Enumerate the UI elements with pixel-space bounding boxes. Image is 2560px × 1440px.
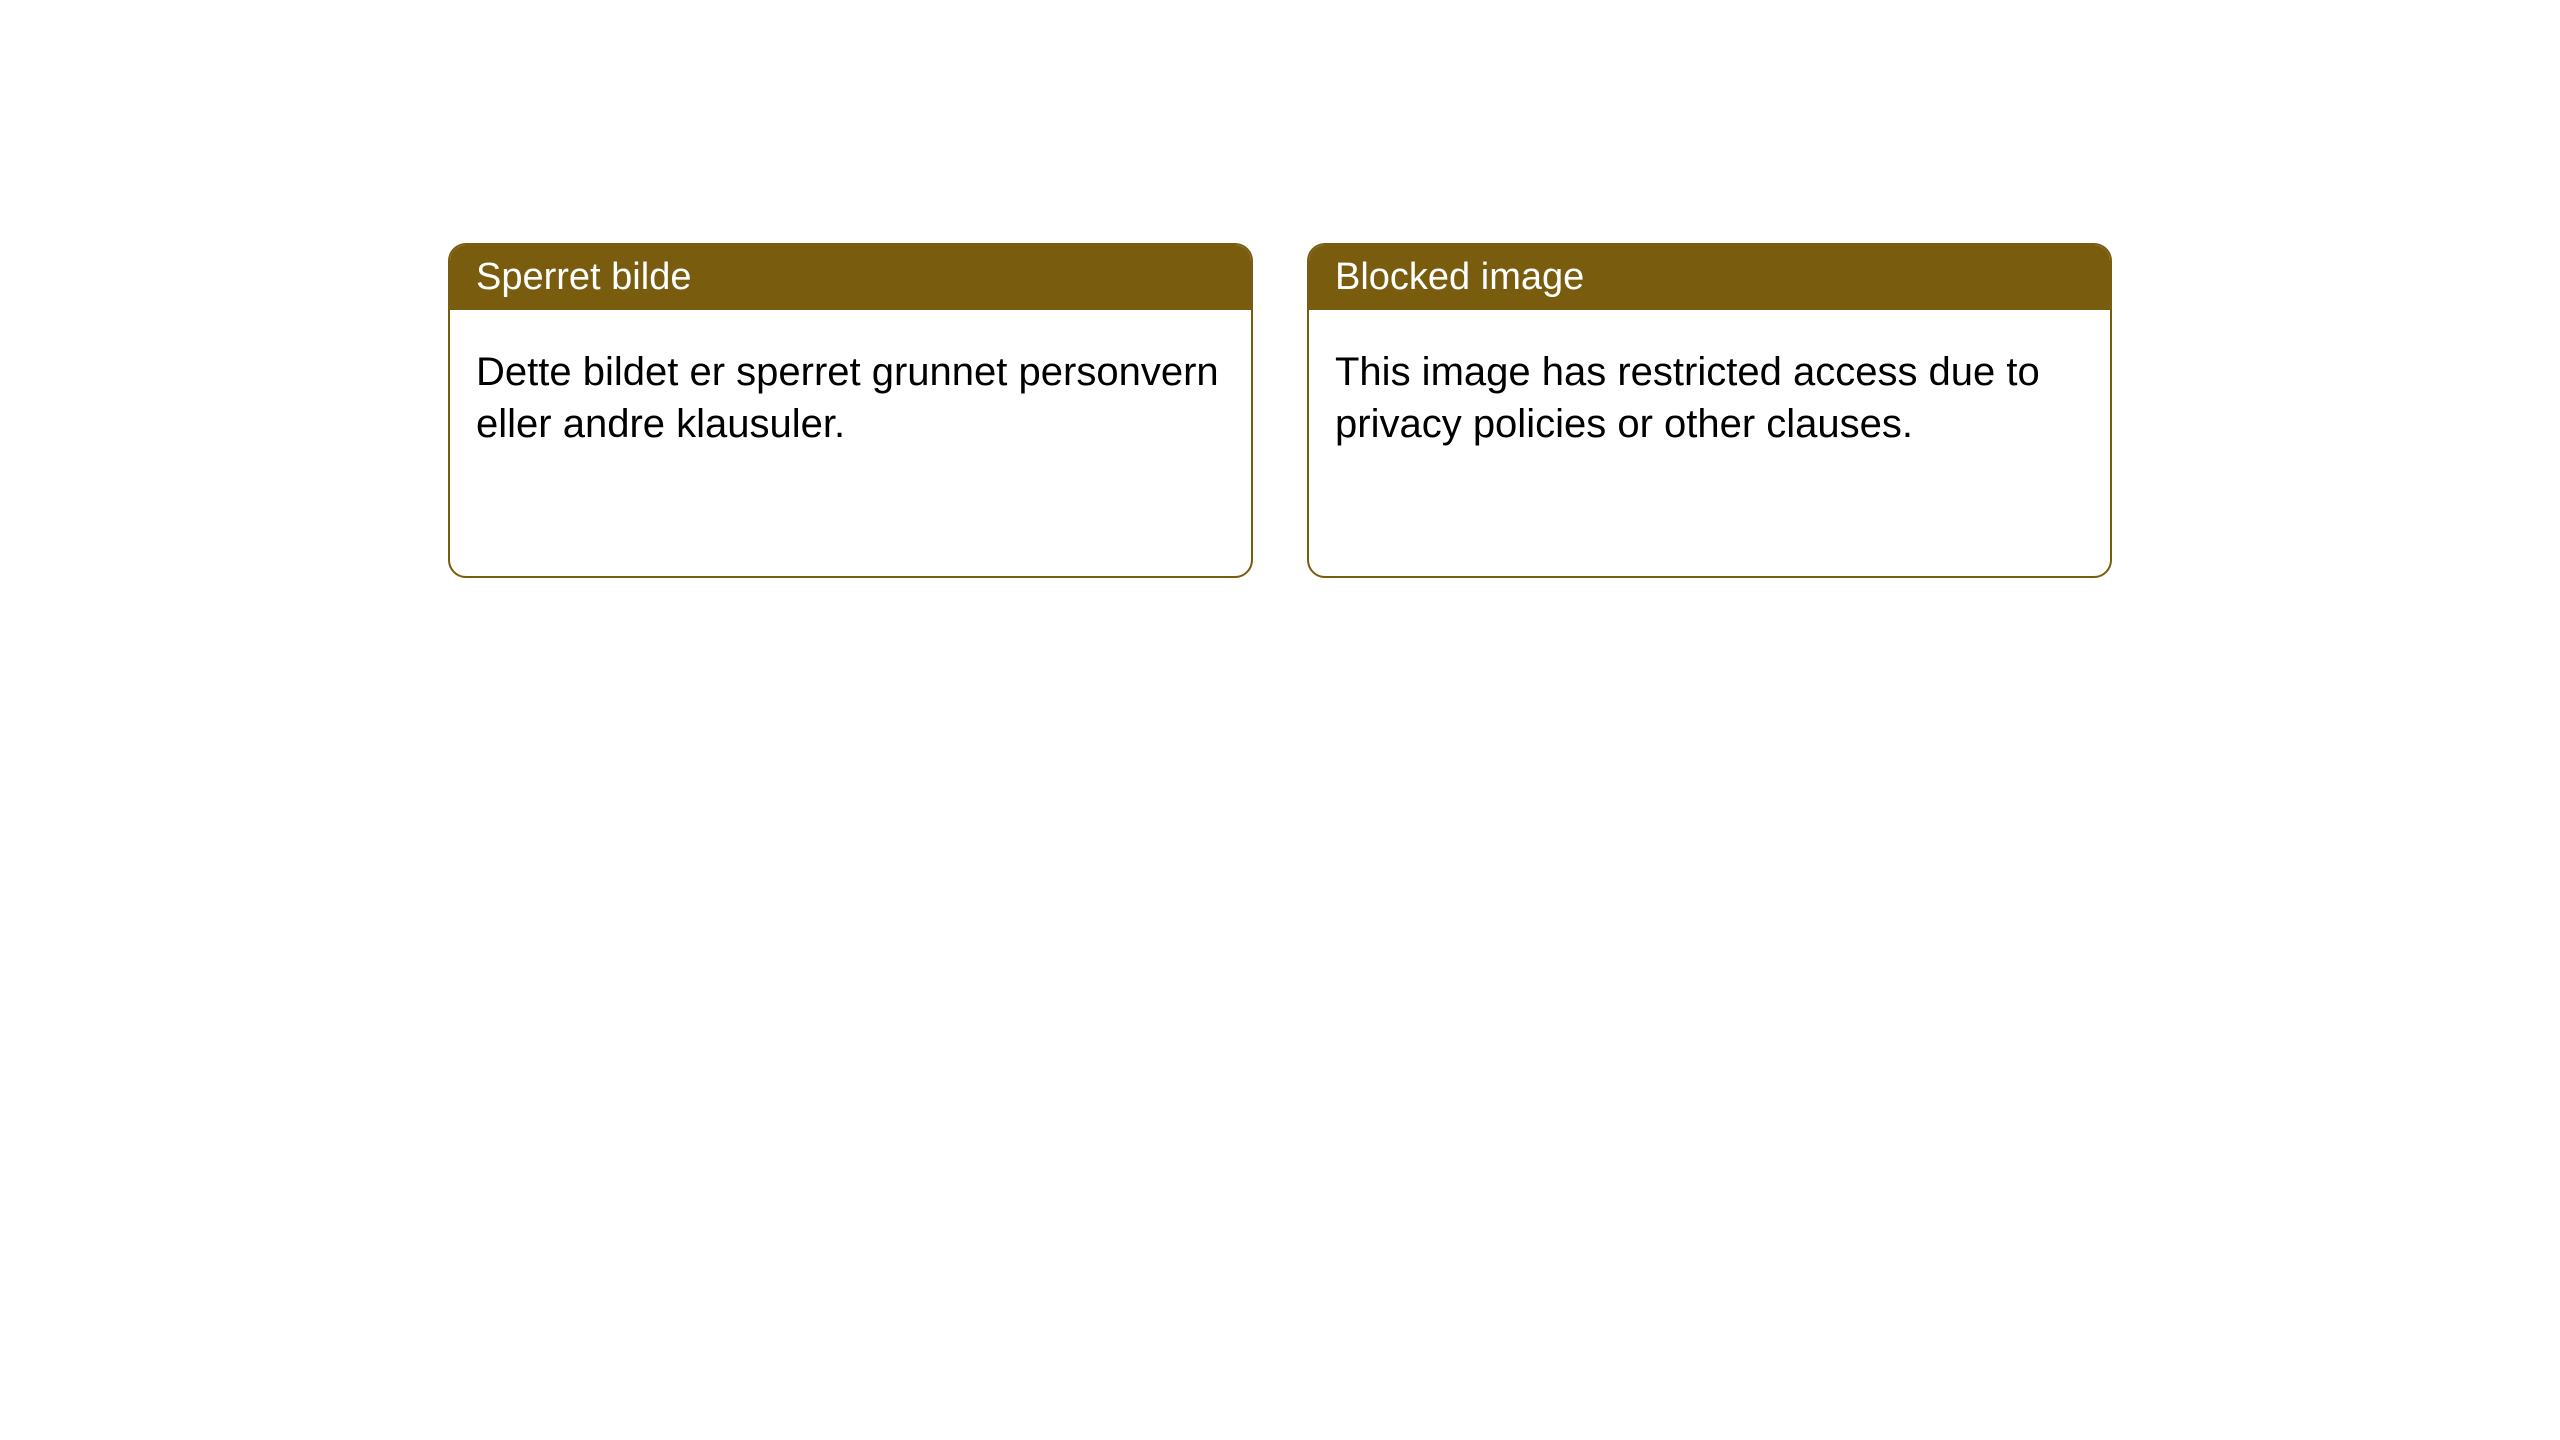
card-english: Blocked image This image has restricted … xyxy=(1307,243,2112,578)
card-norwegian: Sperret bilde Dette bildet er sperret gr… xyxy=(448,243,1253,578)
card-header-english: Blocked image xyxy=(1309,245,2110,310)
card-title-norwegian: Sperret bilde xyxy=(476,256,691,298)
card-title-english: Blocked image xyxy=(1335,256,1584,298)
card-body-norwegian: Dette bildet er sperret grunnet personve… xyxy=(450,310,1251,486)
cards-container: Sperret bilde Dette bildet er sperret gr… xyxy=(448,243,2112,578)
card-text-norwegian: Dette bildet er sperret grunnet personve… xyxy=(476,350,1219,446)
card-text-english: This image has restricted access due to … xyxy=(1335,350,2040,446)
card-header-norwegian: Sperret bilde xyxy=(450,245,1251,310)
card-body-english: This image has restricted access due to … xyxy=(1309,310,2110,486)
